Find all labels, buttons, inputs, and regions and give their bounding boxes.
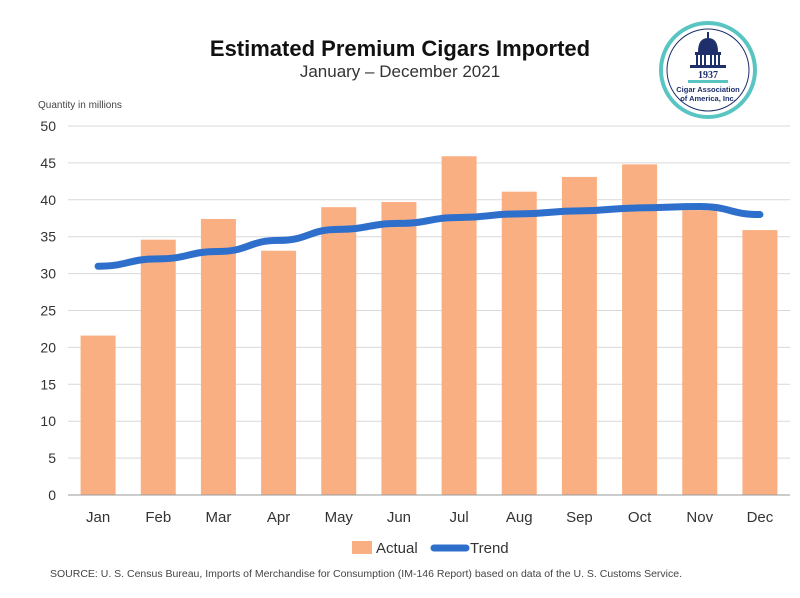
x-tick-label: Feb <box>145 509 171 526</box>
x-tick-label: Apr <box>267 509 290 526</box>
chart-subtitle: January – December 2021 <box>299 62 501 81</box>
bar <box>622 164 658 495</box>
legend-swatch-actual <box>352 541 372 554</box>
y-tick-label: 40 <box>40 192 56 208</box>
x-tick-label: May <box>325 509 354 526</box>
capitol-dome-icon <box>690 32 726 68</box>
y-tick-label: 45 <box>40 155 56 171</box>
y-tick-label: 0 <box>48 487 56 503</box>
trend-line <box>94 202 764 270</box>
bar <box>682 210 718 495</box>
bar <box>80 335 116 495</box>
logo-ring <box>659 21 757 119</box>
legend-label-actual: Actual <box>376 540 418 557</box>
logo-inner-ring <box>666 28 750 112</box>
x-tick-label: Sep <box>566 509 593 526</box>
bar <box>561 176 597 495</box>
bar <box>381 202 417 495</box>
chart-title: Estimated Premium Cigars Imported <box>209 36 591 61</box>
x-tick-label: Jan <box>86 509 110 526</box>
source-note: SOURCE: U. S. Census Bureau, Imports of … <box>50 568 683 580</box>
x-tick-label: Jun <box>387 509 411 526</box>
logo-year: 1937 <box>698 70 718 81</box>
x-tick-label: Jul <box>449 509 468 526</box>
bar <box>441 156 477 495</box>
bar <box>200 218 236 495</box>
y-tick-label: 50 <box>40 118 56 134</box>
legend-label-trend: Trend <box>470 540 509 557</box>
logo-text-line2: of America, Inc. <box>680 94 736 103</box>
x-tick-label: Nov <box>686 509 713 526</box>
y-tick-label: 20 <box>40 339 56 355</box>
x-tick-label: Dec <box>747 509 774 526</box>
y-tick-label: 30 <box>40 266 56 282</box>
y-tick-label: 35 <box>40 229 56 245</box>
y-tick-label: 15 <box>40 376 56 392</box>
logo-text-line1: Cigar Association <box>676 85 740 94</box>
bar <box>140 239 176 495</box>
y-tick-label: 25 <box>40 303 56 319</box>
bar <box>321 207 357 495</box>
cigar-association-logo: 1937 Cigar Association of America, Inc. <box>659 21 757 119</box>
bar <box>261 250 297 495</box>
x-tick-label: Oct <box>628 509 652 526</box>
x-tick-label: Aug <box>506 509 533 526</box>
y-axis-label: Quantity in millions <box>38 100 122 111</box>
y-tick-label: 5 <box>48 450 56 466</box>
y-tick-label: 10 <box>40 413 56 429</box>
bar <box>501 191 537 495</box>
x-tick-label: Mar <box>205 509 231 526</box>
bar <box>742 230 778 496</box>
